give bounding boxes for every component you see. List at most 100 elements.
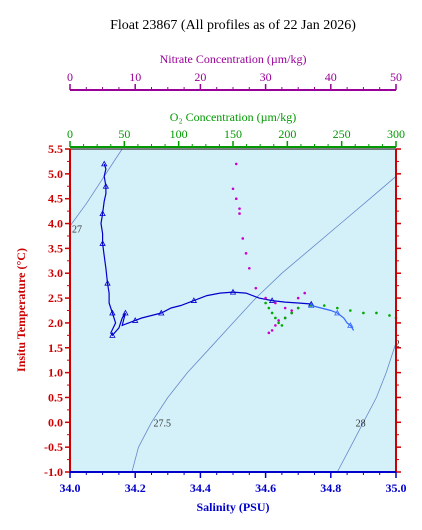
- data-point: [99, 240, 106, 246]
- data-point: [290, 309, 293, 312]
- y-tick-label: 2.0: [48, 316, 63, 330]
- x-tick-label: 34.8: [320, 481, 341, 495]
- top-axis-tick-label: 20: [194, 70, 206, 84]
- data-point: [267, 306, 271, 310]
- data-point: [264, 301, 267, 305]
- chart-title: Float 23867 (All profiles as of 22 Jan 2…: [110, 18, 356, 33]
- y-tick-label: 0.5: [48, 390, 63, 404]
- top-axis-tick-label: 250: [333, 127, 351, 141]
- top-axis-tick-label: 30: [260, 70, 272, 84]
- data-point: [308, 302, 315, 308]
- density-contour: [336, 342, 397, 473]
- data-point: [277, 321, 280, 325]
- data-point: [99, 210, 106, 216]
- top-axis-tick-label: 50: [118, 127, 130, 141]
- top-axis-tick-label: 0: [67, 70, 73, 84]
- x-tick-label: 34.0: [60, 481, 81, 495]
- density-contour: [69, 148, 123, 227]
- data-point: [234, 197, 238, 200]
- top-axis-tick-label: 10: [129, 70, 141, 84]
- data-point: [336, 306, 339, 310]
- top-axis-tick-label: 100: [170, 127, 188, 141]
- data-point: [274, 324, 277, 327]
- data-point: [362, 311, 365, 315]
- data-point: [296, 306, 300, 310]
- y-axis-label: Insitu Temperature (°C): [14, 248, 28, 372]
- data-point: [270, 311, 274, 315]
- data-point: [229, 288, 237, 295]
- data-point: [375, 311, 378, 315]
- data-point: [283, 316, 287, 320]
- data-point: [248, 266, 251, 270]
- data-point: [244, 252, 248, 255]
- data-point: [280, 324, 284, 327]
- contour-label: 28: [356, 418, 366, 429]
- y-tick-label: 1.0: [48, 366, 63, 380]
- data-point: [296, 296, 300, 300]
- x-tick-label: 35.0: [386, 481, 407, 495]
- series-3: [308, 302, 355, 331]
- contour-label: 27.5: [154, 418, 172, 429]
- series-line: [311, 304, 355, 331]
- y-tick-label: -1.0: [44, 465, 63, 479]
- x-axis: 34.0 34.2 34.4 34.6 34.8 35.0: [60, 471, 407, 495]
- y-tick-label: 1.5: [48, 341, 63, 355]
- top-axis-tick-label: 150: [224, 127, 242, 141]
- data-series: [99, 160, 398, 338]
- data-point: [109, 332, 116, 338]
- data-point: [132, 317, 139, 323]
- data-point: [303, 291, 307, 295]
- data-point: [290, 311, 293, 315]
- y-tick-label: -0.5: [44, 440, 63, 454]
- data-point: [102, 182, 110, 189]
- data-point: [104, 279, 111, 286]
- data-point: [268, 297, 276, 303]
- series-line: [100, 163, 312, 337]
- o2-axis-label: O₂ Concentration (µm/kg): [170, 110, 296, 124]
- nitrate-axis-label: Nitrate Concentration (µm/kg): [160, 52, 307, 66]
- y-tick-label: 4.5: [48, 192, 63, 206]
- top-axis-tick-label: 200: [278, 127, 296, 141]
- data-point: [241, 237, 245, 240]
- data-point: [270, 329, 274, 332]
- top-axis-tick-label: 50: [390, 70, 402, 84]
- contour-label: 27: [72, 225, 82, 236]
- data-point: [349, 309, 352, 312]
- data-point: [158, 309, 165, 316]
- top-axis-tick-label: 300: [387, 127, 405, 141]
- y-tick-label: 4.0: [48, 217, 63, 231]
- data-point: [347, 322, 354, 328]
- data-point: [264, 296, 267, 300]
- o2-axis: 0 50 100 150 200 250 300: [67, 127, 405, 148]
- y-tick-label: 0.0: [48, 415, 63, 429]
- data-point: [388, 314, 391, 317]
- data-point: [101, 160, 108, 167]
- series-0: [99, 160, 315, 338]
- density-contour: [131, 175, 397, 473]
- data-point: [277, 319, 280, 322]
- contour-label: 2: [395, 339, 400, 350]
- y-tick-label: 5.5: [48, 142, 63, 156]
- plot-area: [70, 149, 396, 472]
- data-point: [109, 309, 116, 316]
- x-tick-label: 34.6: [255, 481, 276, 495]
- density-contours: 27.5 28 27 2: [69, 148, 400, 473]
- data-point: [334, 309, 341, 316]
- y-tick-label: 2.5: [48, 291, 63, 305]
- y-tick-label: 3.0: [48, 266, 63, 280]
- top-axis-tick-label: 40: [325, 70, 337, 84]
- data-point: [231, 187, 235, 191]
- y-tick-label: 3.5: [48, 241, 63, 255]
- top-axis-tick-label: 0: [67, 127, 73, 141]
- data-point: [322, 304, 326, 307]
- data-point: [274, 316, 277, 320]
- y-tick-label: 5.0: [48, 167, 63, 181]
- data-point: [254, 286, 258, 290]
- data-point: [234, 162, 238, 166]
- x-tick-label: 34.4: [190, 481, 211, 495]
- data-point: [274, 301, 277, 305]
- x-axis-label: Salinity (PSU): [196, 500, 269, 514]
- data-point: [190, 297, 198, 303]
- x-tick-label: 34.2: [125, 481, 146, 495]
